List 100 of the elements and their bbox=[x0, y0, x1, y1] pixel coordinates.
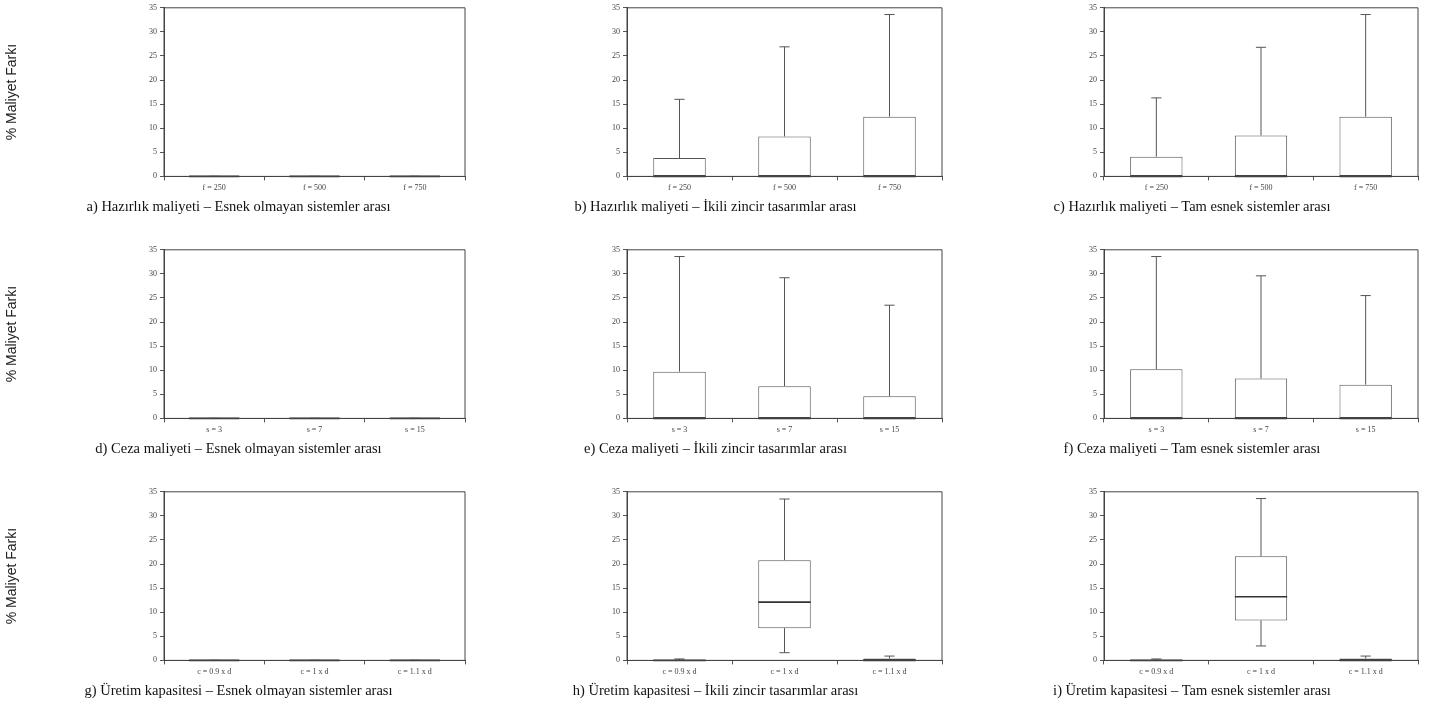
y-tick-label: 30 bbox=[1089, 26, 1097, 36]
y-tick-label: 15 bbox=[1089, 341, 1097, 351]
y-tick-label: 30 bbox=[1089, 510, 1097, 520]
y-tick-label: 5 bbox=[616, 147, 620, 157]
text: a) Hazırlık maliyeti – Esnek olmayan sistemler arası bbox=[85, 198, 392, 215]
y-tick-label: 0 bbox=[153, 655, 157, 665]
x-tick-label: f = 250 bbox=[1144, 183, 1168, 193]
y-tick-label: 15 bbox=[149, 341, 157, 351]
y-tick-label: 20 bbox=[612, 75, 620, 85]
y-tick-label: 15 bbox=[149, 583, 157, 593]
x-tick-label: f = 500 bbox=[772, 183, 797, 193]
text: c) Hazırlık maliyeti – Tam esnek sistemler arası bbox=[1052, 198, 1332, 215]
y-tick-label: 35 bbox=[149, 244, 157, 254]
y-tick-label: 25 bbox=[612, 293, 620, 303]
y-tick-label: 0 bbox=[1093, 171, 1097, 181]
x-tick-label: c = 1.1 x d bbox=[397, 667, 432, 677]
x-tick-label: f = 750 bbox=[403, 183, 427, 193]
y-tick-label: 25 bbox=[149, 293, 157, 303]
y-tick-label: 0 bbox=[616, 655, 620, 665]
x-tick-label: c = 1 x d bbox=[770, 667, 799, 677]
y-tick-label: 0 bbox=[153, 413, 157, 423]
x-tick-label: f = 750 bbox=[877, 183, 902, 193]
y-tick-label: 35 bbox=[1089, 2, 1097, 12]
y-axis-title: % Maliyet Farkı bbox=[3, 285, 20, 383]
y-tick-label: 5 bbox=[153, 389, 157, 399]
y-tick-label: 10 bbox=[1089, 607, 1097, 617]
x-tick-label: s = 7 bbox=[1253, 425, 1269, 435]
y-tick-label: 15 bbox=[149, 99, 157, 109]
y-tick-label: 20 bbox=[149, 559, 157, 569]
x-tick-label: s = 3 bbox=[671, 425, 688, 435]
y-tick-label: 30 bbox=[1089, 268, 1097, 278]
y-tick-label: 20 bbox=[1089, 75, 1097, 85]
y-tick-label: 30 bbox=[612, 268, 620, 278]
text: f) Ceza maliyeti – Tam esnek sistemler arası bbox=[1062, 440, 1322, 457]
x-tick-label: s = 7 bbox=[776, 425, 793, 435]
y-tick-label: 35 bbox=[612, 2, 620, 12]
y-tick-label: 25 bbox=[149, 535, 157, 545]
y-tick-label: 30 bbox=[149, 510, 157, 520]
y-tick-label: 30 bbox=[612, 26, 620, 36]
y-tick-label: 25 bbox=[1089, 535, 1097, 545]
y-tick-label: 5 bbox=[616, 631, 620, 641]
x-tick-label: c = 0.9 x d bbox=[197, 667, 232, 677]
y-tick-label: 30 bbox=[612, 510, 620, 520]
y-tick-label: 15 bbox=[612, 341, 620, 351]
x-tick-label: s = 3 bbox=[206, 425, 222, 435]
y-tick-label: 10 bbox=[612, 607, 620, 617]
y-tick-label: 5 bbox=[1093, 389, 1097, 399]
x-tick-label: s = 15 bbox=[405, 425, 425, 435]
y-tick-label: 15 bbox=[612, 583, 620, 593]
y-tick-label: 10 bbox=[1089, 123, 1097, 133]
y-tick-label: 10 bbox=[149, 123, 157, 133]
y-tick-label: 10 bbox=[149, 365, 157, 375]
y-tick-label: 35 bbox=[612, 486, 620, 496]
y-tick-label: 0 bbox=[1093, 655, 1097, 665]
y-tick-label: 20 bbox=[1089, 317, 1097, 327]
y-tick-label: 0 bbox=[616, 413, 620, 423]
x-tick-label: c = 1.1 x d bbox=[1348, 667, 1383, 677]
y-tick-label: 30 bbox=[149, 268, 157, 278]
x-tick-label: s = 15 bbox=[1355, 425, 1376, 435]
y-tick-label: 5 bbox=[616, 389, 620, 399]
y-tick-label: 0 bbox=[616, 171, 620, 181]
x-tick-label: c = 0.9 x d bbox=[1139, 667, 1174, 677]
y-tick-label: 20 bbox=[149, 75, 157, 85]
y-tick-label: 0 bbox=[1093, 413, 1097, 423]
x-tick-label: c = 1 x d bbox=[1246, 667, 1276, 677]
x-tick-label: s = 15 bbox=[879, 425, 900, 435]
y-tick-label: 35 bbox=[149, 2, 157, 12]
y-tick-label: 15 bbox=[612, 99, 620, 109]
y-tick-label: 25 bbox=[149, 51, 157, 61]
y-tick-label: 5 bbox=[1093, 147, 1097, 157]
y-tick-label: 5 bbox=[1093, 631, 1097, 641]
x-tick-label: f = 750 bbox=[1354, 183, 1378, 193]
y-axis-title: % Maliyet Farkı bbox=[3, 527, 20, 625]
x-tick-label: c = 0.9 x d bbox=[662, 667, 697, 677]
y-tick-label: 20 bbox=[149, 317, 157, 327]
y-tick-label: 35 bbox=[1089, 244, 1097, 254]
y-tick-label: 20 bbox=[612, 559, 620, 569]
text: i) Üretim kapasitesi – Tam esnek sistemler arası bbox=[1052, 682, 1332, 699]
y-tick-label: 5 bbox=[153, 147, 157, 157]
y-tick-label: 10 bbox=[612, 365, 620, 375]
y-tick-label: 10 bbox=[149, 607, 157, 617]
y-tick-label: 25 bbox=[1089, 51, 1097, 61]
y-tick-label: 0 bbox=[153, 171, 157, 181]
y-tick-label: 25 bbox=[1089, 293, 1097, 303]
y-tick-label: 35 bbox=[149, 486, 157, 496]
text: g) Üretim kapasitesi – Esnek olmayan sistemler arası bbox=[83, 682, 394, 699]
text: b) Hazırlık maliyeti – İkili zincir tasarımlar arası bbox=[573, 198, 858, 215]
x-tick-label: f = 250 bbox=[667, 183, 692, 193]
y-tick-label: 15 bbox=[1089, 583, 1097, 593]
text: d) Ceza maliyeti – Esnek olmayan sistemler arası bbox=[94, 440, 383, 457]
y-tick-label: 35 bbox=[1089, 486, 1097, 496]
y-tick-label: 30 bbox=[149, 26, 157, 36]
y-tick-label: 20 bbox=[612, 317, 620, 327]
y-tick-label: 15 bbox=[1089, 99, 1097, 109]
x-tick-label: f = 500 bbox=[1249, 183, 1273, 193]
text: e) Ceza maliyeti – İkili zincir tasarımlar arası bbox=[583, 440, 848, 457]
y-axis-title: % Maliyet Farkı bbox=[3, 43, 20, 141]
x-tick-label: c = 1 x d bbox=[300, 667, 329, 677]
y-tick-label: 20 bbox=[1089, 559, 1097, 569]
y-tick-label: 5 bbox=[153, 631, 157, 641]
